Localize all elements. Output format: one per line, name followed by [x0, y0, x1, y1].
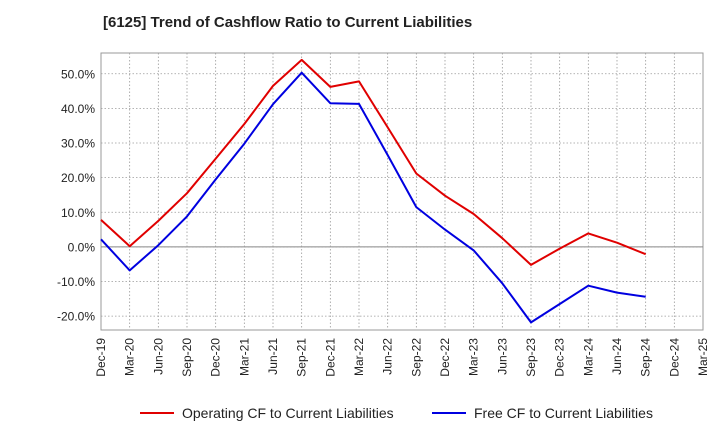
x-tick-label: Sep-24: [639, 338, 653, 377]
series-line-operating-cf: [100, 58, 647, 266]
x-tick-label: Dec-23: [553, 338, 567, 377]
x-tick-label: Sep-23: [524, 338, 538, 377]
y-tick-label: 50.0%: [61, 67, 95, 81]
x-tick-label: Mar-25: [696, 338, 710, 376]
legend-label-operating-cf: Operating CF to Current Liabilities: [182, 405, 394, 421]
x-tick-label: Mar-21: [237, 338, 251, 376]
x-tick-label: Sep-20: [180, 338, 194, 377]
y-tick-label: -20.0%: [57, 310, 95, 324]
y-tick-label: 10.0%: [61, 206, 95, 220]
x-axis: Dec-19 Mar-20 Jun-20 Sep-20 Dec-20 Mar-21 Jun-…: [94, 338, 710, 377]
x-tick-label: Jun-22: [381, 338, 395, 375]
legend-swatch-free-cf: [432, 412, 466, 414]
series-line-free-cf: [100, 71, 646, 324]
y-tick-label: 20.0%: [61, 171, 95, 185]
x-tick-label: Mar-22: [352, 338, 366, 376]
legend-label-free-cf: Free CF to Current Liabilities: [474, 405, 653, 421]
series-lines: [100, 58, 647, 324]
plot-area: [100, 52, 704, 331]
y-tick-label: 30.0%: [61, 137, 95, 151]
x-tick-label: Sep-21: [295, 338, 309, 377]
x-tick-label: Dec-20: [209, 338, 223, 377]
legend-swatch-operating-cf: [140, 412, 174, 414]
y-axis: 50.0% 40.0% 30.0% 20.0% 10.0% 0.0% -10.0% -20.0…: [57, 67, 95, 323]
chart-title: [6125] Trend of Cashflow Ratio to Curren…: [103, 14, 473, 31]
x-tick-label: Sep-22: [409, 338, 423, 377]
x-tick-label: Jun-21: [266, 338, 280, 375]
x-tick-label: Mar-24: [581, 338, 595, 376]
x-tick-label: Mar-23: [467, 338, 481, 376]
y-tick-label: -10.0%: [57, 275, 95, 289]
y-tick-label: 40.0%: [61, 102, 95, 116]
x-tick-label: Jun-20: [151, 338, 165, 375]
x-tick-label: Jun-23: [495, 338, 509, 375]
x-tick-label: Dec-24: [667, 338, 681, 377]
x-tick-label: Dec-21: [323, 338, 337, 377]
y-tick-label: 0.0%: [68, 240, 96, 254]
legend-item-operating-cf: Operating CF to Current Liabilities: [140, 405, 394, 421]
x-tick-label: Mar-20: [123, 338, 137, 376]
x-tick-label: Dec-19: [94, 338, 108, 377]
grid-lines: [101, 53, 703, 330]
x-tick-label: Jun-24: [610, 338, 624, 375]
x-tick-label: Dec-22: [438, 338, 452, 377]
legend-item-free-cf: Free CF to Current Liabilities: [432, 405, 653, 421]
